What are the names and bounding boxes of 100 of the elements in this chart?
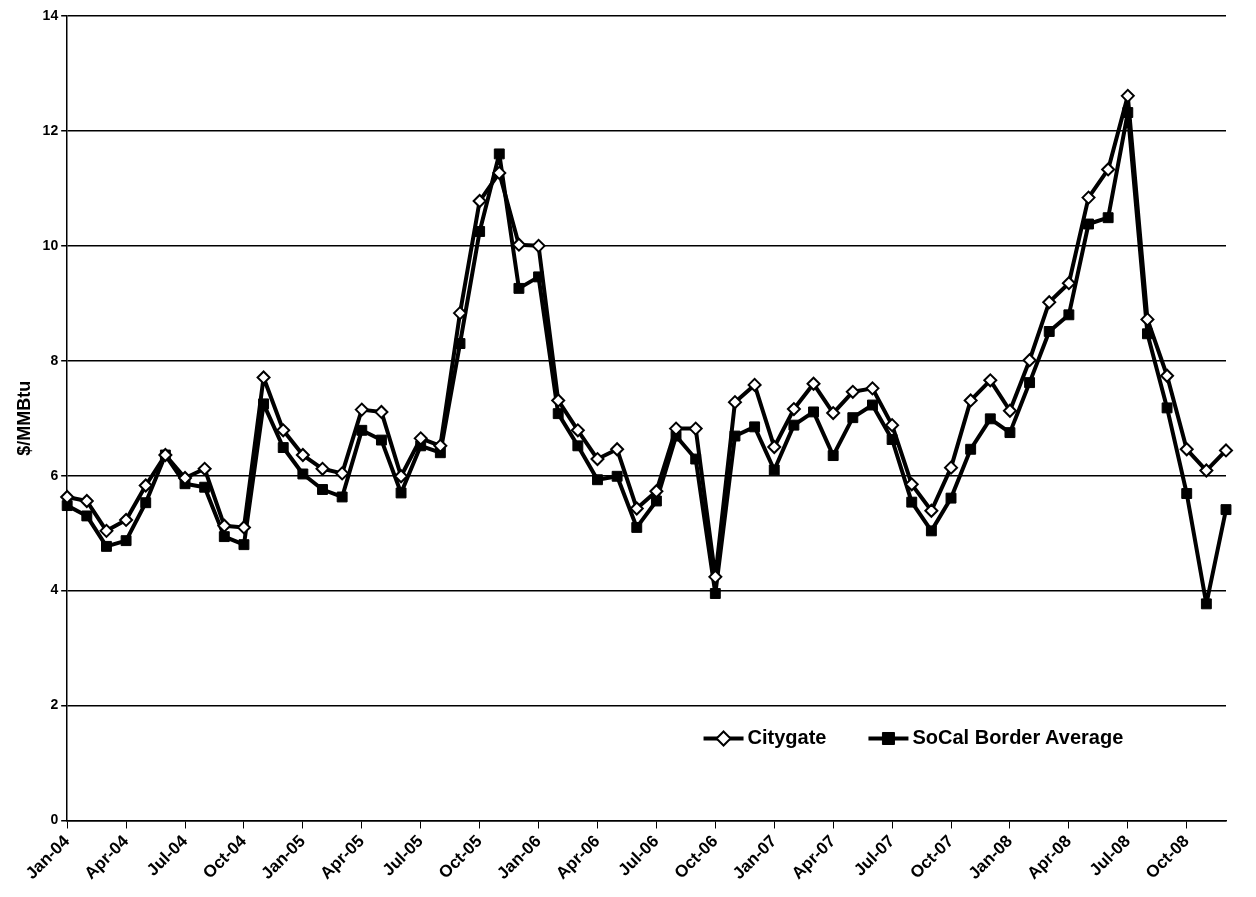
point: [865, 381, 880, 396]
point: [570, 423, 585, 438]
point: [317, 484, 328, 495]
point: [1004, 427, 1016, 439]
point: [727, 395, 742, 410]
point: [1220, 504, 1232, 516]
y-tick-label: 4: [50, 581, 59, 598]
point: [749, 421, 761, 433]
point: [688, 421, 703, 436]
y-tick-label: 6: [50, 466, 59, 483]
y-tick-label: 0: [50, 811, 59, 828]
point: [847, 412, 859, 424]
point: [1081, 190, 1096, 205]
point: [963, 393, 978, 408]
point: [768, 464, 780, 476]
point: [120, 535, 132, 547]
point: [99, 523, 114, 538]
point: [1043, 326, 1055, 337]
point: [1161, 402, 1173, 414]
point: [472, 194, 487, 209]
point: [1002, 403, 1017, 418]
point: [1160, 368, 1175, 383]
point: [827, 450, 839, 462]
point: [1042, 295, 1057, 310]
point: [650, 495, 662, 507]
point: [354, 402, 369, 417]
point: [611, 470, 623, 482]
point: [904, 477, 919, 492]
point: [845, 384, 860, 399]
point: [924, 503, 939, 518]
point: [1200, 598, 1212, 610]
point: [199, 481, 211, 493]
y-tick-label: 8: [50, 351, 59, 368]
point: [1061, 276, 1076, 291]
point: [197, 461, 212, 476]
point: [806, 376, 821, 391]
y-tick-label: 12: [42, 121, 59, 138]
y-axis-title: $/MMBtu: [13, 380, 34, 456]
point: [1063, 309, 1075, 321]
point: [297, 468, 309, 480]
point: [295, 448, 310, 463]
point: [747, 377, 762, 392]
point: [1181, 488, 1193, 499]
point: [629, 501, 644, 516]
point: [925, 525, 937, 537]
point: [592, 474, 603, 486]
point: [395, 487, 407, 499]
point: [217, 518, 232, 533]
point: [551, 393, 566, 408]
y-tick-label: 10: [42, 236, 59, 253]
point: [277, 442, 289, 453]
point: [867, 399, 878, 411]
point: [1022, 353, 1037, 368]
point: [335, 466, 350, 481]
point: [138, 478, 153, 493]
point: [238, 539, 250, 551]
point: [572, 440, 584, 452]
point: [140, 497, 152, 509]
point: [808, 406, 819, 418]
y-tick-label: 2: [50, 696, 59, 713]
point: [336, 491, 348, 503]
point: [101, 540, 112, 552]
point: [119, 512, 134, 527]
point: [945, 492, 957, 504]
point: [786, 402, 801, 417]
point: [944, 460, 959, 475]
point: [631, 521, 643, 533]
point: [394, 469, 409, 484]
point: [492, 165, 507, 180]
point: [513, 282, 525, 294]
point: [552, 408, 564, 420]
point: [79, 493, 94, 508]
point: [315, 461, 330, 476]
point: [826, 406, 841, 421]
legend-label: Citygate: [747, 726, 827, 748]
point: [983, 373, 998, 388]
point: [374, 404, 389, 419]
point: [984, 413, 996, 425]
point: [885, 418, 900, 433]
y-tick-label: 14: [42, 6, 59, 23]
point: [236, 520, 251, 535]
point: [453, 306, 467, 321]
point: [1024, 377, 1036, 389]
point: [218, 531, 230, 543]
point: [81, 510, 93, 522]
point: [531, 238, 546, 253]
legend-label: SoCal Border Average: [912, 726, 1124, 748]
point: [965, 443, 977, 455]
point: [493, 148, 505, 160]
point: [60, 489, 75, 504]
point: [767, 439, 782, 454]
point: [1179, 442, 1194, 457]
point: [1219, 443, 1233, 458]
point: [1120, 88, 1135, 103]
point: [788, 419, 800, 431]
point: [709, 588, 721, 599]
point: [1102, 212, 1114, 224]
point: [610, 442, 625, 457]
point: [1199, 463, 1214, 478]
point: [1083, 218, 1094, 230]
